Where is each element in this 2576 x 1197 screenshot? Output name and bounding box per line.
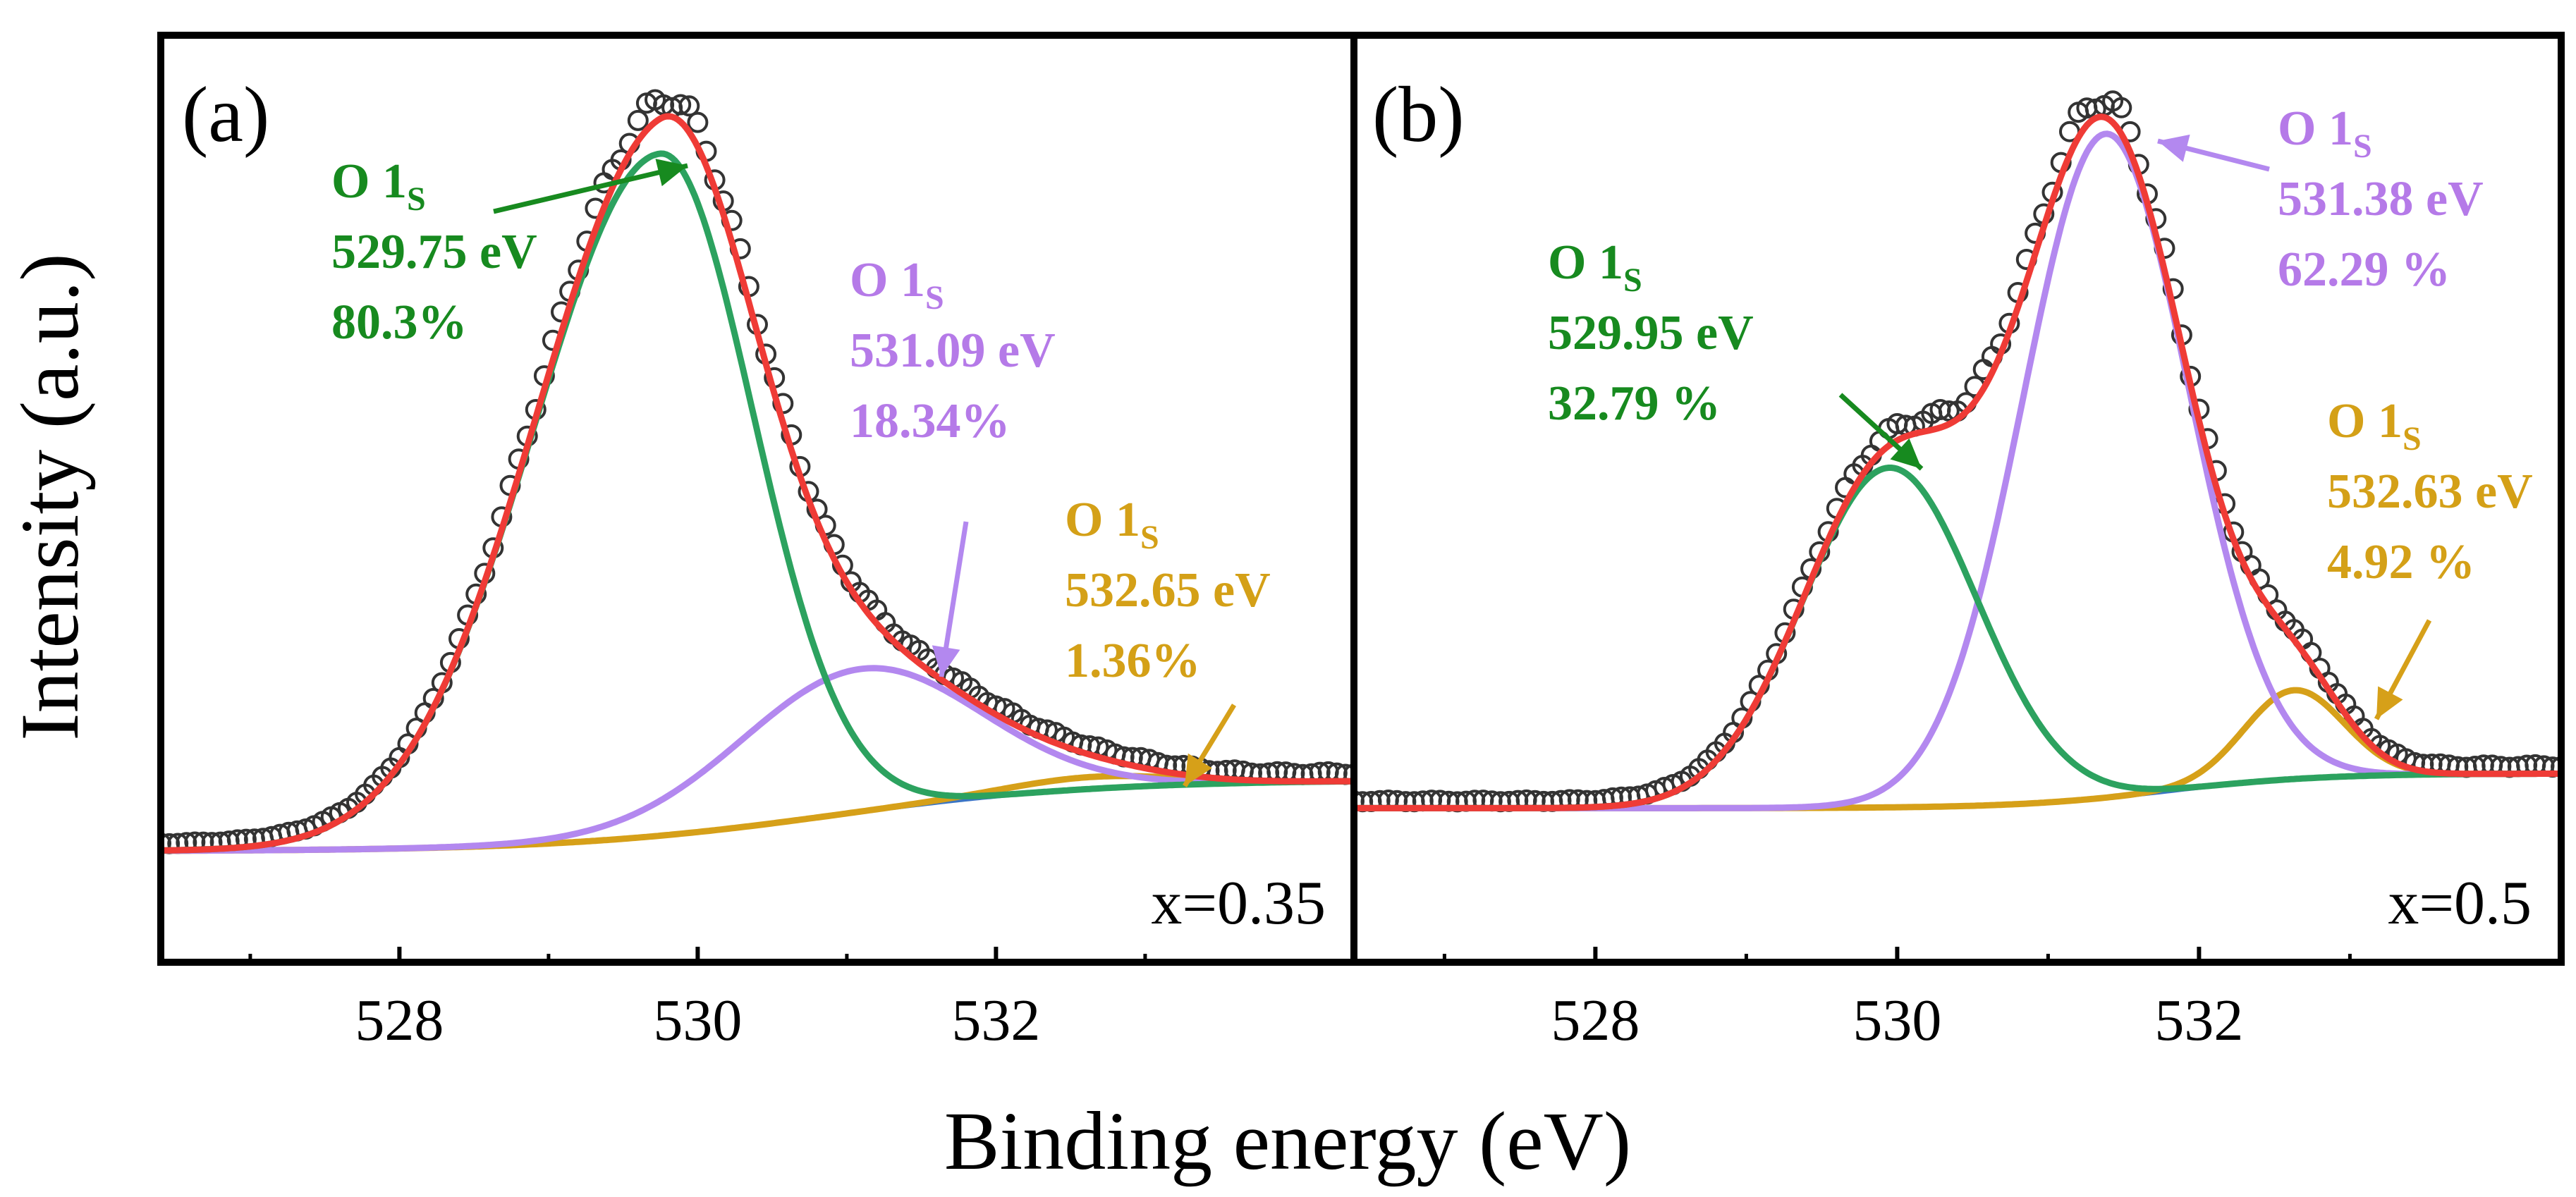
oxygen-vacancy-peak-a — [161, 665, 1354, 854]
data-point — [687, 111, 709, 133]
vacancy-annotation-arrowhead — [932, 645, 960, 677]
data-point — [1343, 763, 1354, 785]
adsorbed-annotation-arrowhead — [1185, 753, 1212, 786]
plot-area-a — [161, 89, 1354, 854]
y-axis-title: Intensity (a.u.) — [4, 253, 96, 740]
adsorbed-annotation-percent: 1.36% — [1065, 634, 1201, 688]
vacancy-annotation-energy: 531.09 eV — [850, 324, 1056, 378]
data-point — [670, 94, 692, 116]
panel-label-b: (b) — [1372, 71, 1465, 159]
vacancy-annotation-subscript: S — [925, 279, 944, 317]
x-tick-label: 528 — [355, 988, 444, 1053]
x-axis-title: Binding energy (eV) — [944, 1095, 1631, 1187]
plot-area-b — [1354, 90, 2561, 813]
x-tick-label: 528 — [1551, 988, 1640, 1053]
data-point — [2111, 97, 2132, 118]
adsorbed-annotation-subscript: S — [2403, 420, 2422, 458]
data-point — [678, 95, 700, 117]
sample-label-b: x=0.5 — [2388, 869, 2532, 938]
vacancy-annotation-percent: 18.34% — [850, 394, 1011, 448]
lattice-annotation-title: O 1S — [331, 154, 426, 218]
lattice-annotation-subscript: S — [407, 180, 426, 218]
lattice-annotation-percent: 32.79 % — [1548, 376, 1721, 431]
vacancy-annotation-arrowhead — [2158, 134, 2190, 162]
adsorbed-annotation-energy: 532.63 eV — [2327, 465, 2533, 519]
plot-frame-b — [1350, 32, 2565, 966]
vacancy-annotation-subscript: S — [2353, 128, 2372, 165]
lattice-annotation-arrow — [493, 163, 688, 214]
lattice-annotation-subscript: S — [1623, 262, 1642, 299]
lattice-annotation-title: O 1S — [1548, 235, 1642, 299]
adsorbed-annotation-energy: 532.65 eV — [1065, 563, 1271, 618]
x-tick-label: 532 — [2154, 988, 2243, 1053]
fitted-envelope-a — [161, 113, 1354, 854]
vacancy-annotation-energy: 531.38 eV — [2278, 172, 2484, 226]
data-point — [1938, 400, 1960, 422]
panel-b: 528 530 532 (b) x=0.5 — [1350, 32, 2565, 1053]
vacancy-annotation-title: O 1S — [2278, 102, 2372, 165]
adsorbed-annotation-title: O 1S — [2327, 394, 2422, 458]
lattice-annotation-energy: 529.75 eV — [331, 225, 537, 279]
sample-label-a: x=0.35 — [1151, 869, 1326, 938]
x-tick-label: 530 — [1852, 988, 1941, 1053]
adsorbed-annotation-arrowhead — [2376, 686, 2403, 719]
x-tick-label: 530 — [653, 988, 742, 1053]
lattice-annotation-arrowhead — [655, 159, 688, 187]
adsorbed-annotation-subscript: S — [1140, 519, 1159, 556]
panel-label-a: (a) — [182, 71, 269, 159]
adsorbed-annotation-title: O 1S — [1065, 493, 1159, 556]
x-tick-label: 532 — [951, 988, 1040, 1053]
lattice-annotation-percent: 80.3% — [331, 295, 468, 350]
fitted-envelope-b — [1354, 113, 2561, 811]
vacancy-annotation-percent: 62.29 % — [2278, 243, 2450, 297]
annotations: O 1S 529.75 eV 80.3% O 1S 531.09 eV 18.34% O 1… — [331, 102, 2533, 787]
lattice-annotation-arrowhead — [1890, 438, 1922, 469]
adsorbed-annotation-percent: 4.92 % — [2327, 535, 2475, 589]
data-point — [627, 109, 649, 131]
data-point — [2551, 756, 2561, 778]
vacancy-annotation-title: O 1S — [850, 253, 944, 317]
lattice-annotation-energy: 529.95 eV — [1548, 306, 1754, 360]
